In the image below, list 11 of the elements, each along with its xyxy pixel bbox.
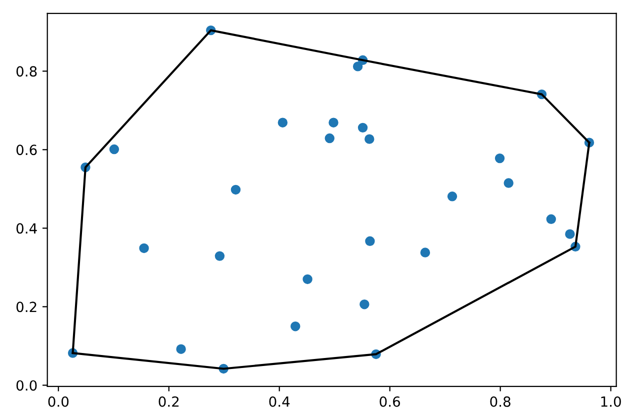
- y-tick-label: 0.0: [16, 380, 37, 391]
- x-tick-label: 0.6: [380, 396, 400, 407]
- x-tick-label: 0.8: [490, 396, 510, 407]
- y-tick-label: 0.8: [16, 66, 37, 77]
- y-tick-label: 0.2: [16, 302, 36, 312]
- x-tick-label: 0.0: [48, 396, 69, 407]
- y-tick-label: 0.6: [16, 144, 37, 156]
- x-tick-label: 0.4: [269, 396, 290, 407]
- x-tick-label: 0.2: [158, 396, 179, 407]
- y-tick-label: 0.4: [16, 223, 37, 234]
- x-tick-label: 1.0: [601, 396, 621, 407]
